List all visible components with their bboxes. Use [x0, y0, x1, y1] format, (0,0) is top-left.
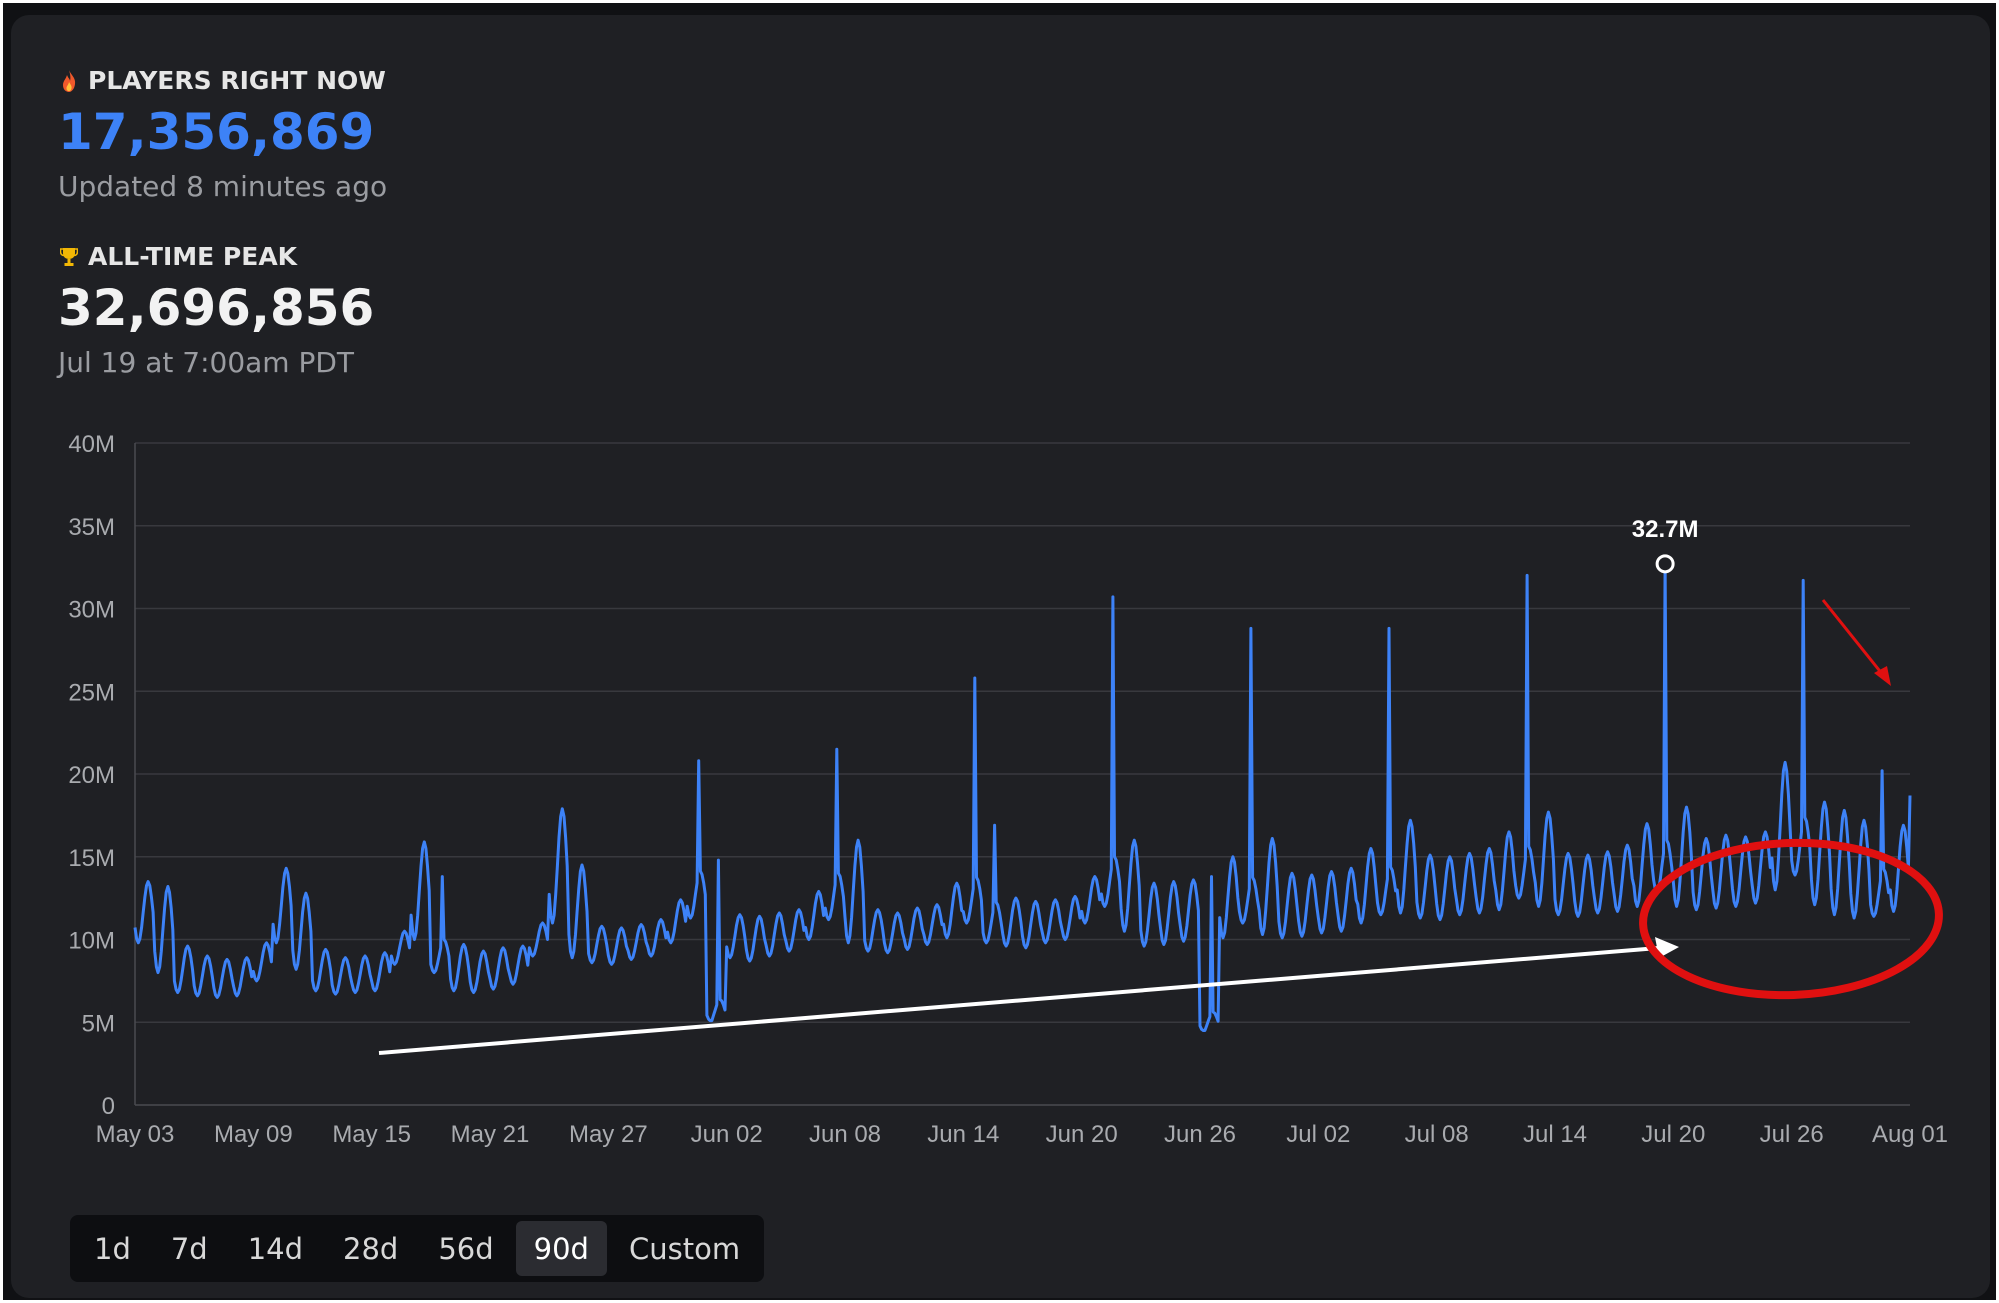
red-arrow-line — [1821, 599, 1885, 676]
y-tick-label: 5M — [82, 1010, 115, 1037]
y-tick-label: 35M — [68, 514, 115, 541]
white-trend-arrow-head — [1655, 937, 1679, 958]
y-tick-label: 15M — [68, 845, 115, 872]
range-button-1d[interactable]: 1d — [94, 1231, 131, 1266]
peak-annotation: 32.7M — [1632, 516, 1699, 574]
player-count-card: PLAYERS RIGHT NOW 17,356,869 Updated 8 m… — [11, 15, 1990, 1298]
peak-marker — [1655, 554, 1675, 574]
range-button-90d[interactable]: 90d — [515, 1221, 607, 1276]
peak-label: 32.7M — [1632, 516, 1699, 543]
fire-icon — [63, 69, 76, 92]
all-time-peak-value: 32,696,856 — [58, 279, 375, 337]
x-tick-label: Jun 14 — [927, 1121, 999, 1148]
y-tick-label: 20M — [68, 762, 115, 789]
x-tick-label: Jul 20 — [1641, 1121, 1705, 1148]
x-axis-ticks: May 03 May 09 May 15 May 21 May 27 Jun 02 Jun … — [96, 1121, 1948, 1148]
x-tick-label: May 09 — [214, 1121, 293, 1148]
white-trend-arrow-line — [378, 946, 1659, 1055]
x-tick-label: May 27 — [569, 1121, 648, 1148]
y-tick-label: 40M — [68, 431, 115, 458]
red-arrow-head — [1874, 666, 1891, 686]
all-time-peak-text: ALL-TIME PEAK — [88, 242, 298, 271]
markup-overlay — [378, 599, 1943, 1055]
x-tick-label: Jun 20 — [1046, 1121, 1118, 1148]
range-button-custom[interactable]: Custom — [628, 1231, 741, 1266]
range-button-56d[interactable]: 56d — [438, 1231, 494, 1266]
updated-timestamp: Updated 8 minutes ago — [58, 170, 388, 203]
players-right-now-text: PLAYERS RIGHT NOW — [88, 66, 386, 95]
y-tick-label: 25M — [68, 679, 115, 706]
red-highlight-circle — [1639, 838, 1943, 1000]
x-tick-label: May 21 — [451, 1121, 530, 1148]
range-button-7d[interactable]: 7d — [170, 1231, 208, 1266]
x-tick-label: Jun 26 — [1164, 1121, 1236, 1148]
players-right-now-label: PLAYERS RIGHT NOW — [60, 66, 386, 95]
trophy-icon — [60, 247, 78, 266]
x-tick-label: Aug 01 — [1872, 1121, 1948, 1148]
screenshot-frame: PLAYERS RIGHT NOW 17,356,869 Updated 8 m… — [3, 3, 1996, 1300]
y-axis-ticks: 0 5M 10M 15M 20M 25M 30M 35M 40M — [68, 431, 115, 1120]
range-selector: 1d 7d 14d 28d 56d 90d Custom — [70, 1215, 765, 1282]
y-tick-label: 10M — [68, 928, 115, 955]
player-count-series-line — [133, 562, 1912, 1032]
x-tick-label: Jul 08 — [1405, 1121, 1469, 1148]
all-time-peak-label: ALL-TIME PEAK — [60, 242, 297, 271]
x-tick-label: May 03 — [96, 1121, 175, 1148]
peak-timestamp: Jul 19 at 7:00am PDT — [58, 346, 355, 379]
x-tick-label: Jul 26 — [1760, 1121, 1824, 1148]
y-tick-label: 0 — [102, 1093, 115, 1120]
y-tick-label: 30M — [68, 597, 115, 624]
range-button-28d[interactable]: 28d — [343, 1231, 399, 1266]
x-tick-label: May 15 — [332, 1121, 411, 1148]
x-tick-label: Jul 14 — [1523, 1121, 1587, 1148]
current-players-value: 17,356,869 — [58, 103, 375, 161]
x-tick-label: Jul 02 — [1286, 1121, 1350, 1148]
x-tick-label: Jun 08 — [809, 1121, 881, 1148]
x-tick-label: Jun 02 — [691, 1121, 763, 1148]
range-button-14d[interactable]: 14d — [247, 1231, 304, 1266]
